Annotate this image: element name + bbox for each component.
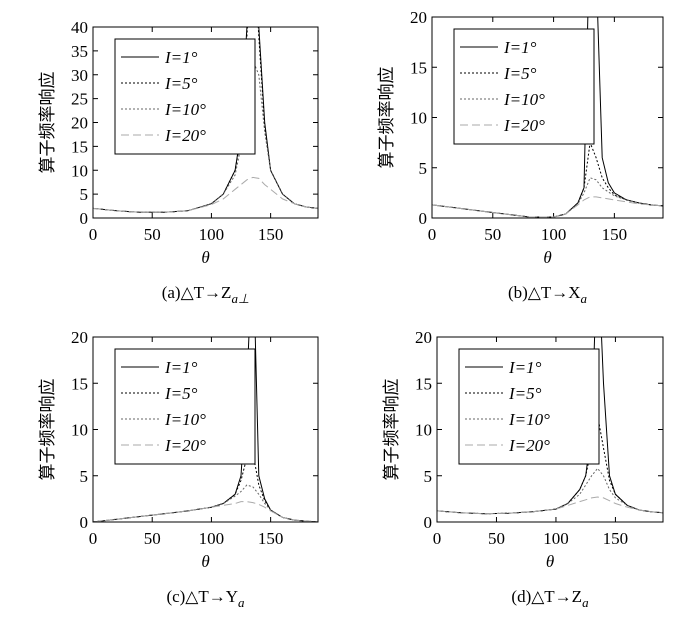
legend-label: I=20° <box>508 436 550 455</box>
legend-label: I=5° <box>164 74 198 93</box>
x-tick-label: 50 <box>484 225 501 244</box>
axes-frame <box>431 16 664 219</box>
y-tick-label: 35 <box>71 42 88 61</box>
y-tick-label: 5 <box>424 467 433 486</box>
legend-label: I=20° <box>164 126 206 145</box>
y-tick-label: 15 <box>71 137 88 156</box>
y-tick-label: 20 <box>71 114 88 133</box>
x-tick-label: 0 <box>433 529 442 548</box>
legend-label: I=1° <box>164 358 198 377</box>
y-tick-label: 0 <box>80 513 89 532</box>
caption: (c)△T→Ya <box>166 587 245 610</box>
y-axis-label: 算子频率响应 <box>377 67 396 169</box>
y-tick-label: 10 <box>415 421 432 440</box>
x-tick-label: 0 <box>89 529 98 548</box>
y-tick-label: 5 <box>80 467 89 486</box>
legend-label: I=5° <box>508 384 542 403</box>
legend-label: I=5° <box>164 384 198 403</box>
x-axis-label: θ <box>543 248 551 267</box>
y-tick-label: 15 <box>71 374 88 393</box>
x-tick-label: 150 <box>602 225 628 244</box>
caption-main: (a)△T→Z <box>162 283 232 302</box>
legend-label: I=20° <box>503 116 545 135</box>
legend-label: I=10° <box>508 410 550 429</box>
series-line <box>93 501 318 522</box>
series-line <box>437 467 663 515</box>
y-tick-label: 10 <box>410 109 427 128</box>
x-tick-label: 150 <box>258 529 284 548</box>
caption: (b)△T→Xa <box>508 283 588 306</box>
caption-sub: a <box>581 291 588 306</box>
y-axis-label: 算子频率响应 <box>382 379 401 481</box>
legend-label: I=1° <box>164 48 198 67</box>
y-tick-label: 5 <box>419 159 428 178</box>
legend-label: I=1° <box>508 358 542 377</box>
y-tick-label: 20 <box>415 328 432 347</box>
caption: (d)△T→Za <box>511 587 589 610</box>
y-axis-label: 算子频率响应 <box>38 379 57 481</box>
x-axis-label: θ <box>201 248 209 267</box>
caption-main: (c)△T→Y <box>166 587 238 606</box>
legend-label: I=5° <box>503 64 537 83</box>
caption-sub: a <box>238 595 245 610</box>
caption-sub: a⊥ <box>231 291 249 306</box>
x-tick-label: 50 <box>488 529 505 548</box>
x-tick-label: 100 <box>541 225 567 244</box>
x-tick-label: 0 <box>89 225 98 244</box>
x-tick-label: 150 <box>258 225 284 244</box>
caption-main: (d)△T→Z <box>511 587 582 606</box>
series-line <box>93 176 318 213</box>
legend-label: I=10° <box>164 410 206 429</box>
axes-frame <box>436 336 664 523</box>
y-tick-label: 25 <box>71 90 88 109</box>
legend-label: I=20° <box>164 436 206 455</box>
series-line <box>93 451 318 522</box>
x-tick-label: 50 <box>144 529 161 548</box>
y-tick-label: 15 <box>415 374 432 393</box>
y-tick-label: 40 <box>71 18 88 37</box>
series-line <box>437 496 663 515</box>
x-axis-label: θ <box>546 552 554 571</box>
y-tick-label: 20 <box>71 328 88 347</box>
y-tick-label: 5 <box>80 185 89 204</box>
axes-frame <box>92 26 319 219</box>
x-axis-label: θ <box>201 552 209 571</box>
y-tick-label: 0 <box>80 209 89 228</box>
y-tick-label: 15 <box>410 58 427 77</box>
legend-label: I=1° <box>503 38 537 57</box>
x-tick-label: 0 <box>428 225 437 244</box>
y-tick-label: 0 <box>419 209 428 228</box>
axes-frame <box>92 336 319 523</box>
legend-label: I=10° <box>503 90 545 109</box>
y-tick-label: 20 <box>410 8 427 27</box>
y-axis-label: 算子频率响应 <box>38 72 57 174</box>
y-tick-label: 10 <box>71 421 88 440</box>
y-tick-label: 0 <box>424 513 433 532</box>
x-tick-label: 100 <box>199 529 225 548</box>
series-line <box>432 140 663 218</box>
legend-label: I=10° <box>164 100 206 119</box>
series-line <box>93 484 318 522</box>
x-tick-label: 100 <box>199 225 225 244</box>
x-tick-label: 100 <box>543 529 569 548</box>
caption: (a)△T→Za⊥ <box>162 283 250 306</box>
y-tick-label: 30 <box>71 66 88 85</box>
series-line <box>432 196 663 218</box>
y-tick-label: 10 <box>71 161 88 180</box>
caption-sub: a <box>582 595 589 610</box>
series-line <box>432 177 663 218</box>
x-tick-label: 50 <box>144 225 161 244</box>
x-tick-label: 150 <box>603 529 629 548</box>
caption-main: (b)△T→X <box>508 283 581 302</box>
